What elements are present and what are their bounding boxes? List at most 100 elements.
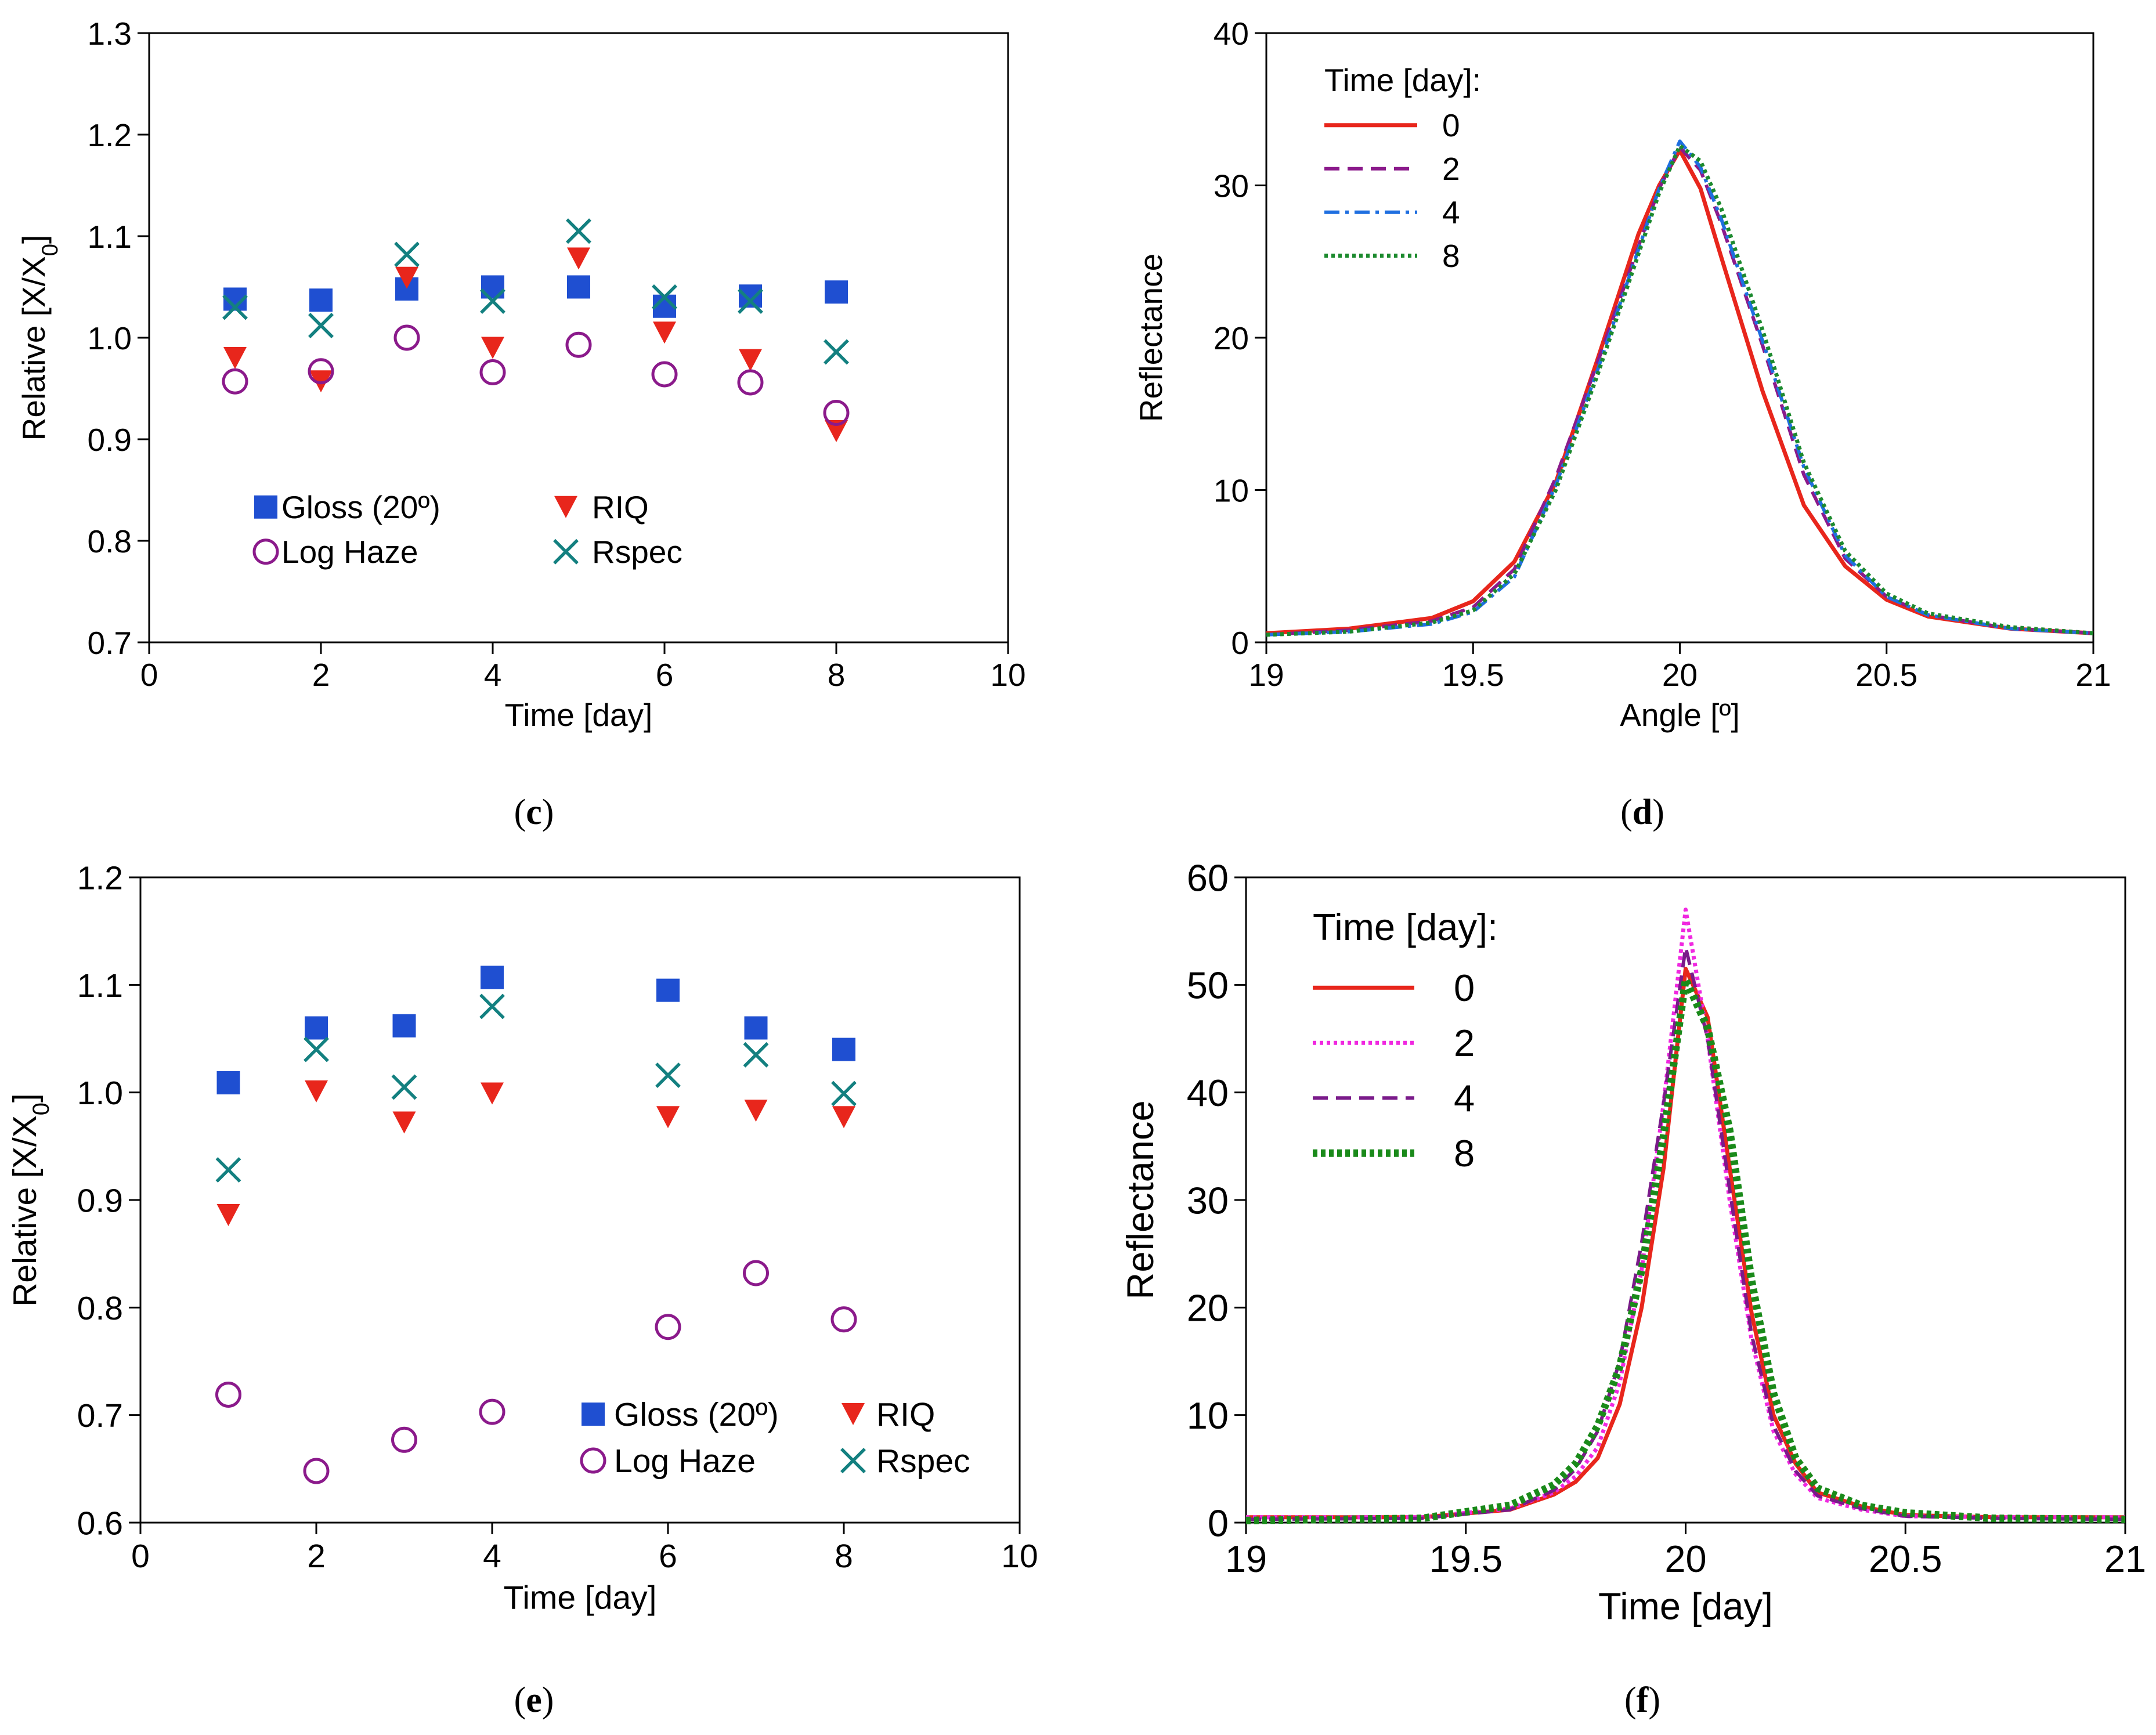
caption-paren: ) [542, 1680, 554, 1720]
y-axis-label-part: Relative [X/X [6, 1115, 44, 1306]
data-point [481, 966, 504, 989]
legend-marker [553, 538, 579, 565]
data-point [222, 368, 248, 395]
y-tick-label: 40 [1187, 1072, 1229, 1114]
y-axis-label-subscript: 0 [28, 1103, 54, 1115]
legend-label: 2 [1442, 151, 1460, 187]
data-point [479, 1398, 505, 1425]
legend-label: Gloss (20º) [614, 1396, 779, 1433]
legend-label: Rspec [592, 534, 682, 570]
series-rspec [215, 993, 857, 1183]
chart-panel-e: 0 2 4 6 8 10 0.6 0.7 0.8 0.9 1.0 1.1 1.2 Time [day] Re… [6, 860, 1038, 1720]
x-tick-label: 10 [990, 657, 1025, 693]
data-point [391, 1074, 417, 1100]
data-point [308, 313, 334, 338]
caption-paren: ( [1620, 793, 1633, 832]
y-tick-label: 1.2 [77, 860, 123, 897]
y-tick-label: 30 [1187, 1179, 1229, 1221]
x-tick-label: 6 [656, 657, 674, 693]
data-point [308, 358, 334, 385]
x-tick-label: 2 [307, 1538, 326, 1575]
data-point [655, 1314, 681, 1340]
x-axis-label: Angle [º] [1620, 697, 1740, 733]
series-gloss-20- [216, 966, 855, 1094]
data-point [744, 1100, 768, 1122]
data-point [392, 1014, 416, 1038]
panel-caption: (e) [514, 1680, 554, 1720]
data-point [215, 1381, 241, 1408]
y-tick-label: 0.9 [88, 422, 132, 458]
x-tick-label: 8 [828, 657, 846, 693]
legend-title: Time [day]: [1324, 62, 1481, 98]
x-tick-label: 20 [1664, 1538, 1706, 1580]
data-point [303, 1458, 330, 1484]
legend-label: Rspec [876, 1443, 970, 1480]
data-point [831, 1080, 857, 1107]
y-tick-label: 1.0 [77, 1075, 123, 1112]
data-point [651, 361, 678, 388]
x-tick-label: 20 [1662, 657, 1698, 693]
x-tick-label: 8 [835, 1538, 853, 1575]
caption-letter: f [1637, 1680, 1649, 1720]
data-point [480, 288, 505, 314]
y-axis-label-part: ] [6, 1093, 44, 1103]
y-tick-label: 1.2 [88, 117, 132, 153]
series-line-8 [1245, 975, 2126, 1524]
x-tick-label: 0 [140, 657, 158, 693]
x-tick-label: 20.5 [1869, 1538, 1942, 1580]
caption-paren: ) [1652, 793, 1664, 832]
caption-letter: e [526, 1680, 542, 1720]
x-tick-label: 10 [1001, 1538, 1038, 1575]
data-point [304, 1036, 329, 1062]
legend-label: RIQ [876, 1396, 935, 1433]
y-axis-label-subscript: 0 [38, 244, 63, 256]
y-tick-label: 30 [1214, 168, 1249, 204]
x-tick-label: 19 [1248, 657, 1284, 693]
y-tick-label: 0 [1208, 1502, 1229, 1544]
series-line-8 [1266, 143, 2094, 637]
legend-marker [252, 538, 279, 565]
legend-label: RIQ [592, 489, 649, 525]
panel-caption: (c) [514, 793, 554, 832]
data-point [738, 288, 763, 314]
legend-marker [842, 1403, 865, 1426]
data-point [832, 1106, 855, 1129]
legend-label: Log Haze [614, 1443, 756, 1480]
y-axis-label: Relative [X/X0] [6, 1093, 54, 1307]
y-tick-label: 0.9 [77, 1183, 123, 1220]
caption-paren: ( [514, 793, 526, 832]
y-tick-label: 0.7 [88, 625, 132, 661]
y-tick-label: 1.1 [88, 219, 132, 255]
data-point [391, 1426, 417, 1453]
legend-label: 8 [1442, 238, 1460, 274]
data-point [215, 1157, 241, 1183]
y-tick-label: 0 [1231, 625, 1249, 661]
data-point [566, 218, 591, 244]
legend-marker [580, 1447, 606, 1474]
x-tick-label: 19.5 [1429, 1538, 1503, 1580]
legend-label: 8 [1454, 1132, 1475, 1174]
legend-label: Gloss (20º) [281, 489, 440, 525]
data-point [392, 1111, 416, 1134]
panel-caption: (d) [1620, 793, 1664, 832]
x-tick-label: 19.5 [1442, 657, 1504, 693]
series-line-4 [1266, 139, 2094, 637]
series-riq [223, 247, 848, 442]
caption-letter: c [526, 793, 542, 832]
caption-paren: ( [1624, 1680, 1637, 1720]
y-tick-label: 20 [1187, 1287, 1229, 1329]
y-tick-label: 40 [1214, 16, 1249, 52]
x-tick-label: 21 [2075, 657, 2111, 693]
data-point [743, 1260, 769, 1286]
data-point [216, 1071, 240, 1094]
series-line-0 [1266, 148, 2094, 635]
y-tick-label: 60 [1187, 856, 1229, 899]
data-point [567, 247, 590, 270]
y-tick-label: 10 [1214, 472, 1249, 508]
data-point [305, 1080, 328, 1103]
panel-caption: (f) [1624, 1680, 1660, 1720]
y-tick-label: 10 [1187, 1394, 1229, 1437]
legend-label: 4 [1442, 194, 1460, 230]
data-point [481, 337, 504, 359]
